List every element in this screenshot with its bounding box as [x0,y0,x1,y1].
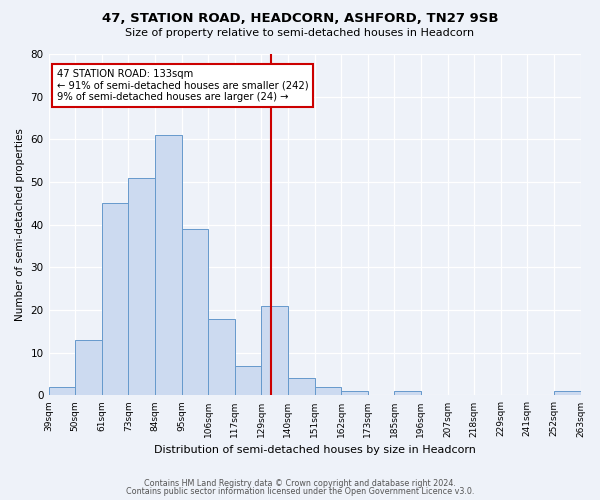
Bar [235,366,262,396]
Bar [314,387,341,396]
Text: 47, STATION ROAD, HEADCORN, ASHFORD, TN27 9SB: 47, STATION ROAD, HEADCORN, ASHFORD, TN2… [102,12,498,26]
Text: 47 STATION ROAD: 133sqm
← 91% of semi-detached houses are smaller (242)
9% of se: 47 STATION ROAD: 133sqm ← 91% of semi-de… [56,69,308,102]
Bar [394,391,421,396]
Bar [208,318,235,396]
Bar [182,229,208,396]
Bar [262,306,288,396]
Bar [341,391,368,396]
Text: Contains public sector information licensed under the Open Government Licence v3: Contains public sector information licen… [126,487,474,496]
X-axis label: Distribution of semi-detached houses by size in Headcorn: Distribution of semi-detached houses by … [154,445,475,455]
Bar [155,135,182,396]
Y-axis label: Number of semi-detached properties: Number of semi-detached properties [15,128,25,321]
Text: Size of property relative to semi-detached houses in Headcorn: Size of property relative to semi-detach… [125,28,475,38]
Bar [554,391,581,396]
Bar [75,340,102,396]
Text: Contains HM Land Registry data © Crown copyright and database right 2024.: Contains HM Land Registry data © Crown c… [144,478,456,488]
Bar [288,378,314,396]
Bar [102,204,128,396]
Bar [49,387,75,396]
Bar [128,178,155,396]
